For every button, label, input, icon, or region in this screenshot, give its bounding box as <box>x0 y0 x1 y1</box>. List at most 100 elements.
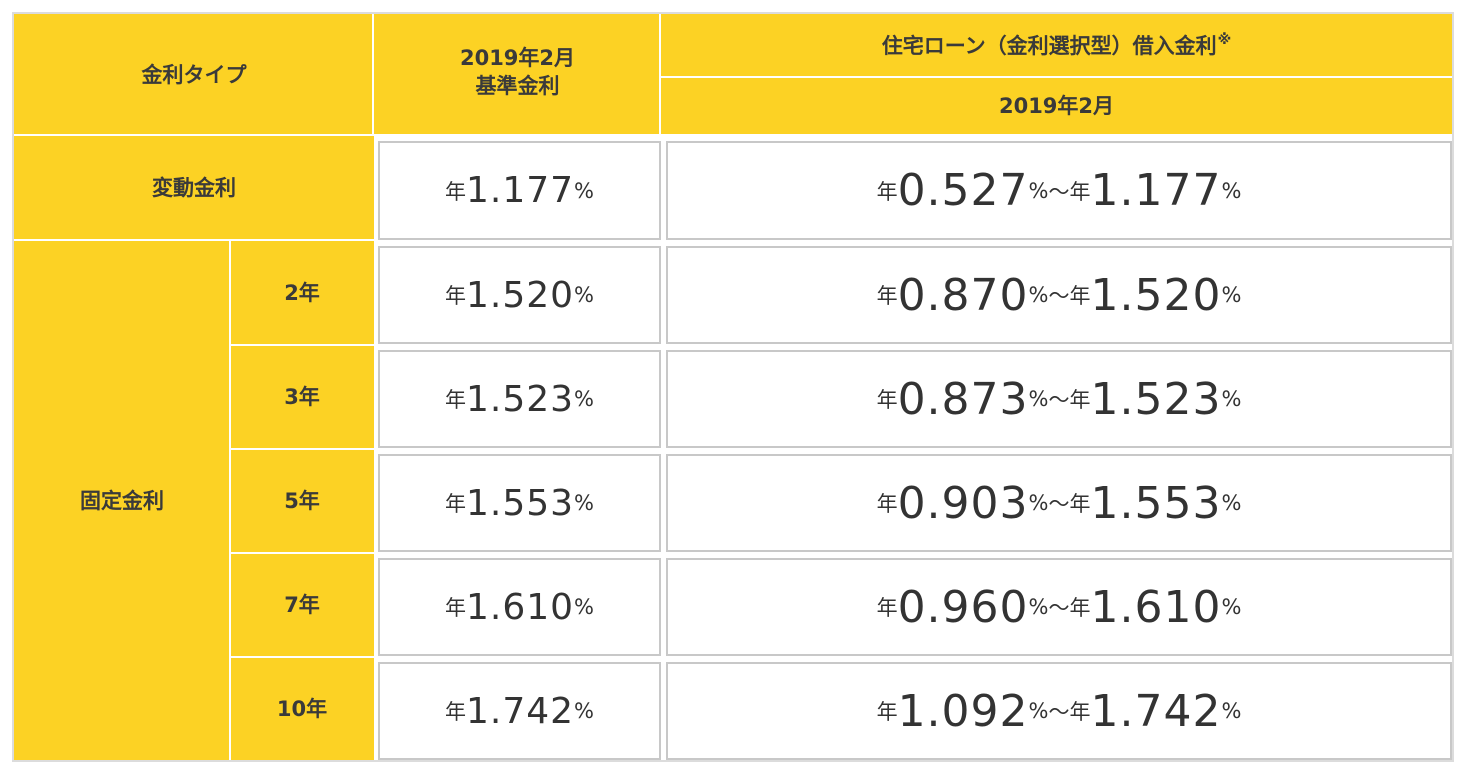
loan-rate-high: 1.520 <box>1090 269 1222 321</box>
loan-rate-month: 2019年2月 <box>998 94 1115 118</box>
year-unit: 年 <box>444 284 466 308</box>
loan-rate-low: 0.527 <box>897 165 1029 216</box>
year-unit: 年 <box>444 700 466 724</box>
range-separator: ～ <box>1048 284 1070 308</box>
divider <box>229 241 231 760</box>
loan-rate-low: 1.092 <box>897 685 1029 737</box>
year-unit: 年 <box>1069 492 1091 516</box>
year-unit: 年 <box>1069 596 1091 620</box>
note-mark: ※ <box>1217 31 1232 48</box>
base-rate-value: 1.553 <box>465 482 575 524</box>
base-rate-cell-5y: 年 1.553% <box>378 454 661 552</box>
base-rate-cell-variable: 年 1.177% <box>378 141 661 240</box>
base-rate-value: 1.610 <box>465 586 575 628</box>
percent-unit: % <box>1221 491 1242 515</box>
year-unit: 年 <box>444 179 466 204</box>
header-base-rate: 2019年2月 基準金利 <box>374 14 661 135</box>
year-unit: 年 <box>1069 179 1091 204</box>
loan-rate-high: 1.177 <box>1090 165 1222 216</box>
percent-unit: % <box>1221 387 1242 411</box>
term-10y: 10年 <box>230 657 374 760</box>
loan-rate-low: 0.870 <box>897 269 1029 321</box>
base-rate-cell-10y: 年 1.742% <box>378 662 661 760</box>
rate-type-label: 金利タイプ <box>141 62 247 87</box>
percent-unit: % <box>1028 699 1049 723</box>
term-label: 10年 <box>276 696 328 721</box>
loan-rate-high: 1.742 <box>1090 685 1222 737</box>
term-label: 3年 <box>284 385 320 409</box>
loan-rate-cell-5y: 年 0.903% ～年 1.553% <box>666 454 1452 552</box>
variable-rate-label: 変動金利 <box>152 176 236 200</box>
divider <box>659 14 661 135</box>
loan-rate-title: 住宅ローン（金利選択型）借入金利 <box>881 33 1217 58</box>
year-unit: 年 <box>876 388 898 412</box>
loan-rate-high: 1.553 <box>1090 477 1222 529</box>
header-loan-month: 2019年2月 <box>661 77 1452 135</box>
loan-rate-cell-variable: 年 0.527% ～年 1.177% <box>666 141 1452 240</box>
divider <box>230 552 374 554</box>
percent-unit: % <box>1028 491 1049 515</box>
year-unit: 年 <box>1069 700 1091 724</box>
base-rate-value: 1.177 <box>465 170 575 211</box>
term-label: 7年 <box>284 593 320 617</box>
percent-unit: % <box>574 491 595 515</box>
divider <box>14 134 1452 136</box>
range-separator: ～ <box>1048 596 1070 620</box>
percent-unit: % <box>1028 595 1049 619</box>
range-separator: ～ <box>1048 388 1070 412</box>
loan-rate-cell-3y: 年 0.873% ～年 1.523% <box>666 350 1452 448</box>
table-outline <box>12 12 1454 762</box>
percent-unit: % <box>1028 283 1049 307</box>
term-7y: 7年 <box>230 553 374 657</box>
loan-rate-high: 1.610 <box>1090 581 1222 633</box>
header-loan-rate: 住宅ローン（金利選択型）借入金利※ <box>661 14 1452 77</box>
loan-rate-high: 1.523 <box>1090 373 1222 425</box>
loan-rate-cell-10y: 年 1.092% ～年 1.742% <box>666 662 1452 760</box>
percent-unit: % <box>1221 283 1242 307</box>
base-rate-value: 1.520 <box>465 274 575 316</box>
term-label: 2年 <box>284 281 320 305</box>
year-unit: 年 <box>444 596 466 620</box>
header-rate-type: 金利タイプ <box>14 14 374 135</box>
base-rate-cell-2y: 年 1.520% <box>378 246 661 344</box>
loan-rate-low: 0.960 <box>897 581 1029 633</box>
base-rate-cell-3y: 年 1.523% <box>378 350 661 448</box>
year-unit: 年 <box>444 388 466 412</box>
divider <box>661 76 1452 78</box>
loan-rate-cell-2y: 年 0.870% ～年 1.520% <box>666 246 1452 344</box>
year-unit: 年 <box>876 492 898 516</box>
percent-unit: % <box>1221 699 1242 723</box>
base-rate-label: 基準金利 <box>475 73 560 98</box>
term-5y: 5年 <box>230 449 374 553</box>
term-label: 5年 <box>284 489 320 513</box>
percent-unit: % <box>574 178 595 203</box>
loan-rate-low: 0.873 <box>897 373 1029 425</box>
percent-unit: % <box>1221 178 1242 203</box>
fixed-rate-label: 固定金利 <box>80 488 164 513</box>
percent-unit: % <box>574 699 595 723</box>
base-rate-cell-7y: 年 1.610% <box>378 558 661 656</box>
range-separator: ～ <box>1048 492 1070 516</box>
percent-unit: % <box>1221 595 1242 619</box>
loan-rate-low: 0.903 <box>897 477 1029 529</box>
year-unit: 年 <box>876 179 898 204</box>
divider <box>230 656 374 658</box>
term-3y: 3年 <box>230 345 374 449</box>
percent-unit: % <box>574 387 595 411</box>
year-unit: 年 <box>1069 388 1091 412</box>
percent-unit: % <box>574 595 595 619</box>
divider <box>14 239 374 241</box>
base-rate-value: 1.742 <box>465 690 575 732</box>
year-unit: 年 <box>876 284 898 308</box>
divider <box>230 344 374 346</box>
divider <box>230 448 374 450</box>
loan-rate-cell-7y: 年 0.960% ～年 1.610% <box>666 558 1452 656</box>
row-variable-label: 変動金利 <box>14 135 374 241</box>
divider <box>372 14 374 135</box>
range-separator: ～ <box>1048 700 1070 724</box>
year-unit: 年 <box>876 700 898 724</box>
percent-unit: % <box>1028 178 1049 203</box>
base-rate-value: 1.523 <box>465 378 575 420</box>
range-separator: ～ <box>1048 179 1070 204</box>
year-unit: 年 <box>876 596 898 620</box>
